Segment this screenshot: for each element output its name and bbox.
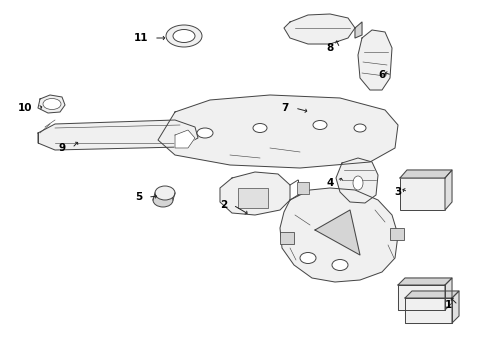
Ellipse shape [173, 30, 195, 42]
Polygon shape [444, 278, 451, 310]
Polygon shape [354, 22, 361, 38]
Polygon shape [451, 291, 458, 323]
Polygon shape [280, 188, 397, 282]
Polygon shape [357, 30, 391, 90]
Ellipse shape [43, 99, 61, 109]
FancyBboxPatch shape [296, 182, 308, 194]
Ellipse shape [197, 128, 213, 138]
Ellipse shape [165, 25, 202, 47]
Text: 10: 10 [18, 103, 32, 113]
Text: 2: 2 [219, 200, 226, 210]
Text: 6: 6 [378, 70, 385, 80]
Polygon shape [38, 95, 65, 113]
Ellipse shape [252, 123, 266, 132]
Ellipse shape [352, 176, 362, 190]
Polygon shape [397, 285, 444, 310]
Polygon shape [220, 172, 289, 215]
Ellipse shape [353, 124, 365, 132]
Polygon shape [444, 170, 451, 210]
Ellipse shape [153, 193, 173, 207]
Ellipse shape [312, 121, 326, 130]
Text: 3: 3 [394, 187, 401, 197]
Polygon shape [38, 120, 198, 150]
FancyBboxPatch shape [280, 232, 293, 244]
Ellipse shape [155, 186, 175, 200]
Polygon shape [404, 298, 451, 323]
Ellipse shape [331, 260, 347, 270]
Polygon shape [314, 210, 359, 255]
Polygon shape [158, 95, 397, 168]
Text: 8: 8 [326, 43, 333, 53]
Polygon shape [404, 291, 458, 298]
Polygon shape [284, 14, 354, 44]
Text: 9: 9 [59, 143, 66, 153]
FancyBboxPatch shape [238, 188, 267, 208]
Text: 5: 5 [135, 192, 142, 202]
Polygon shape [399, 170, 451, 178]
Text: 1: 1 [444, 300, 451, 310]
FancyBboxPatch shape [389, 228, 403, 240]
Polygon shape [175, 130, 195, 148]
Text: 7: 7 [281, 103, 288, 113]
Text: 11: 11 [133, 33, 148, 43]
Text: 4: 4 [326, 178, 333, 188]
Ellipse shape [299, 252, 315, 264]
Polygon shape [335, 158, 377, 203]
Polygon shape [397, 278, 451, 285]
FancyBboxPatch shape [399, 178, 444, 210]
